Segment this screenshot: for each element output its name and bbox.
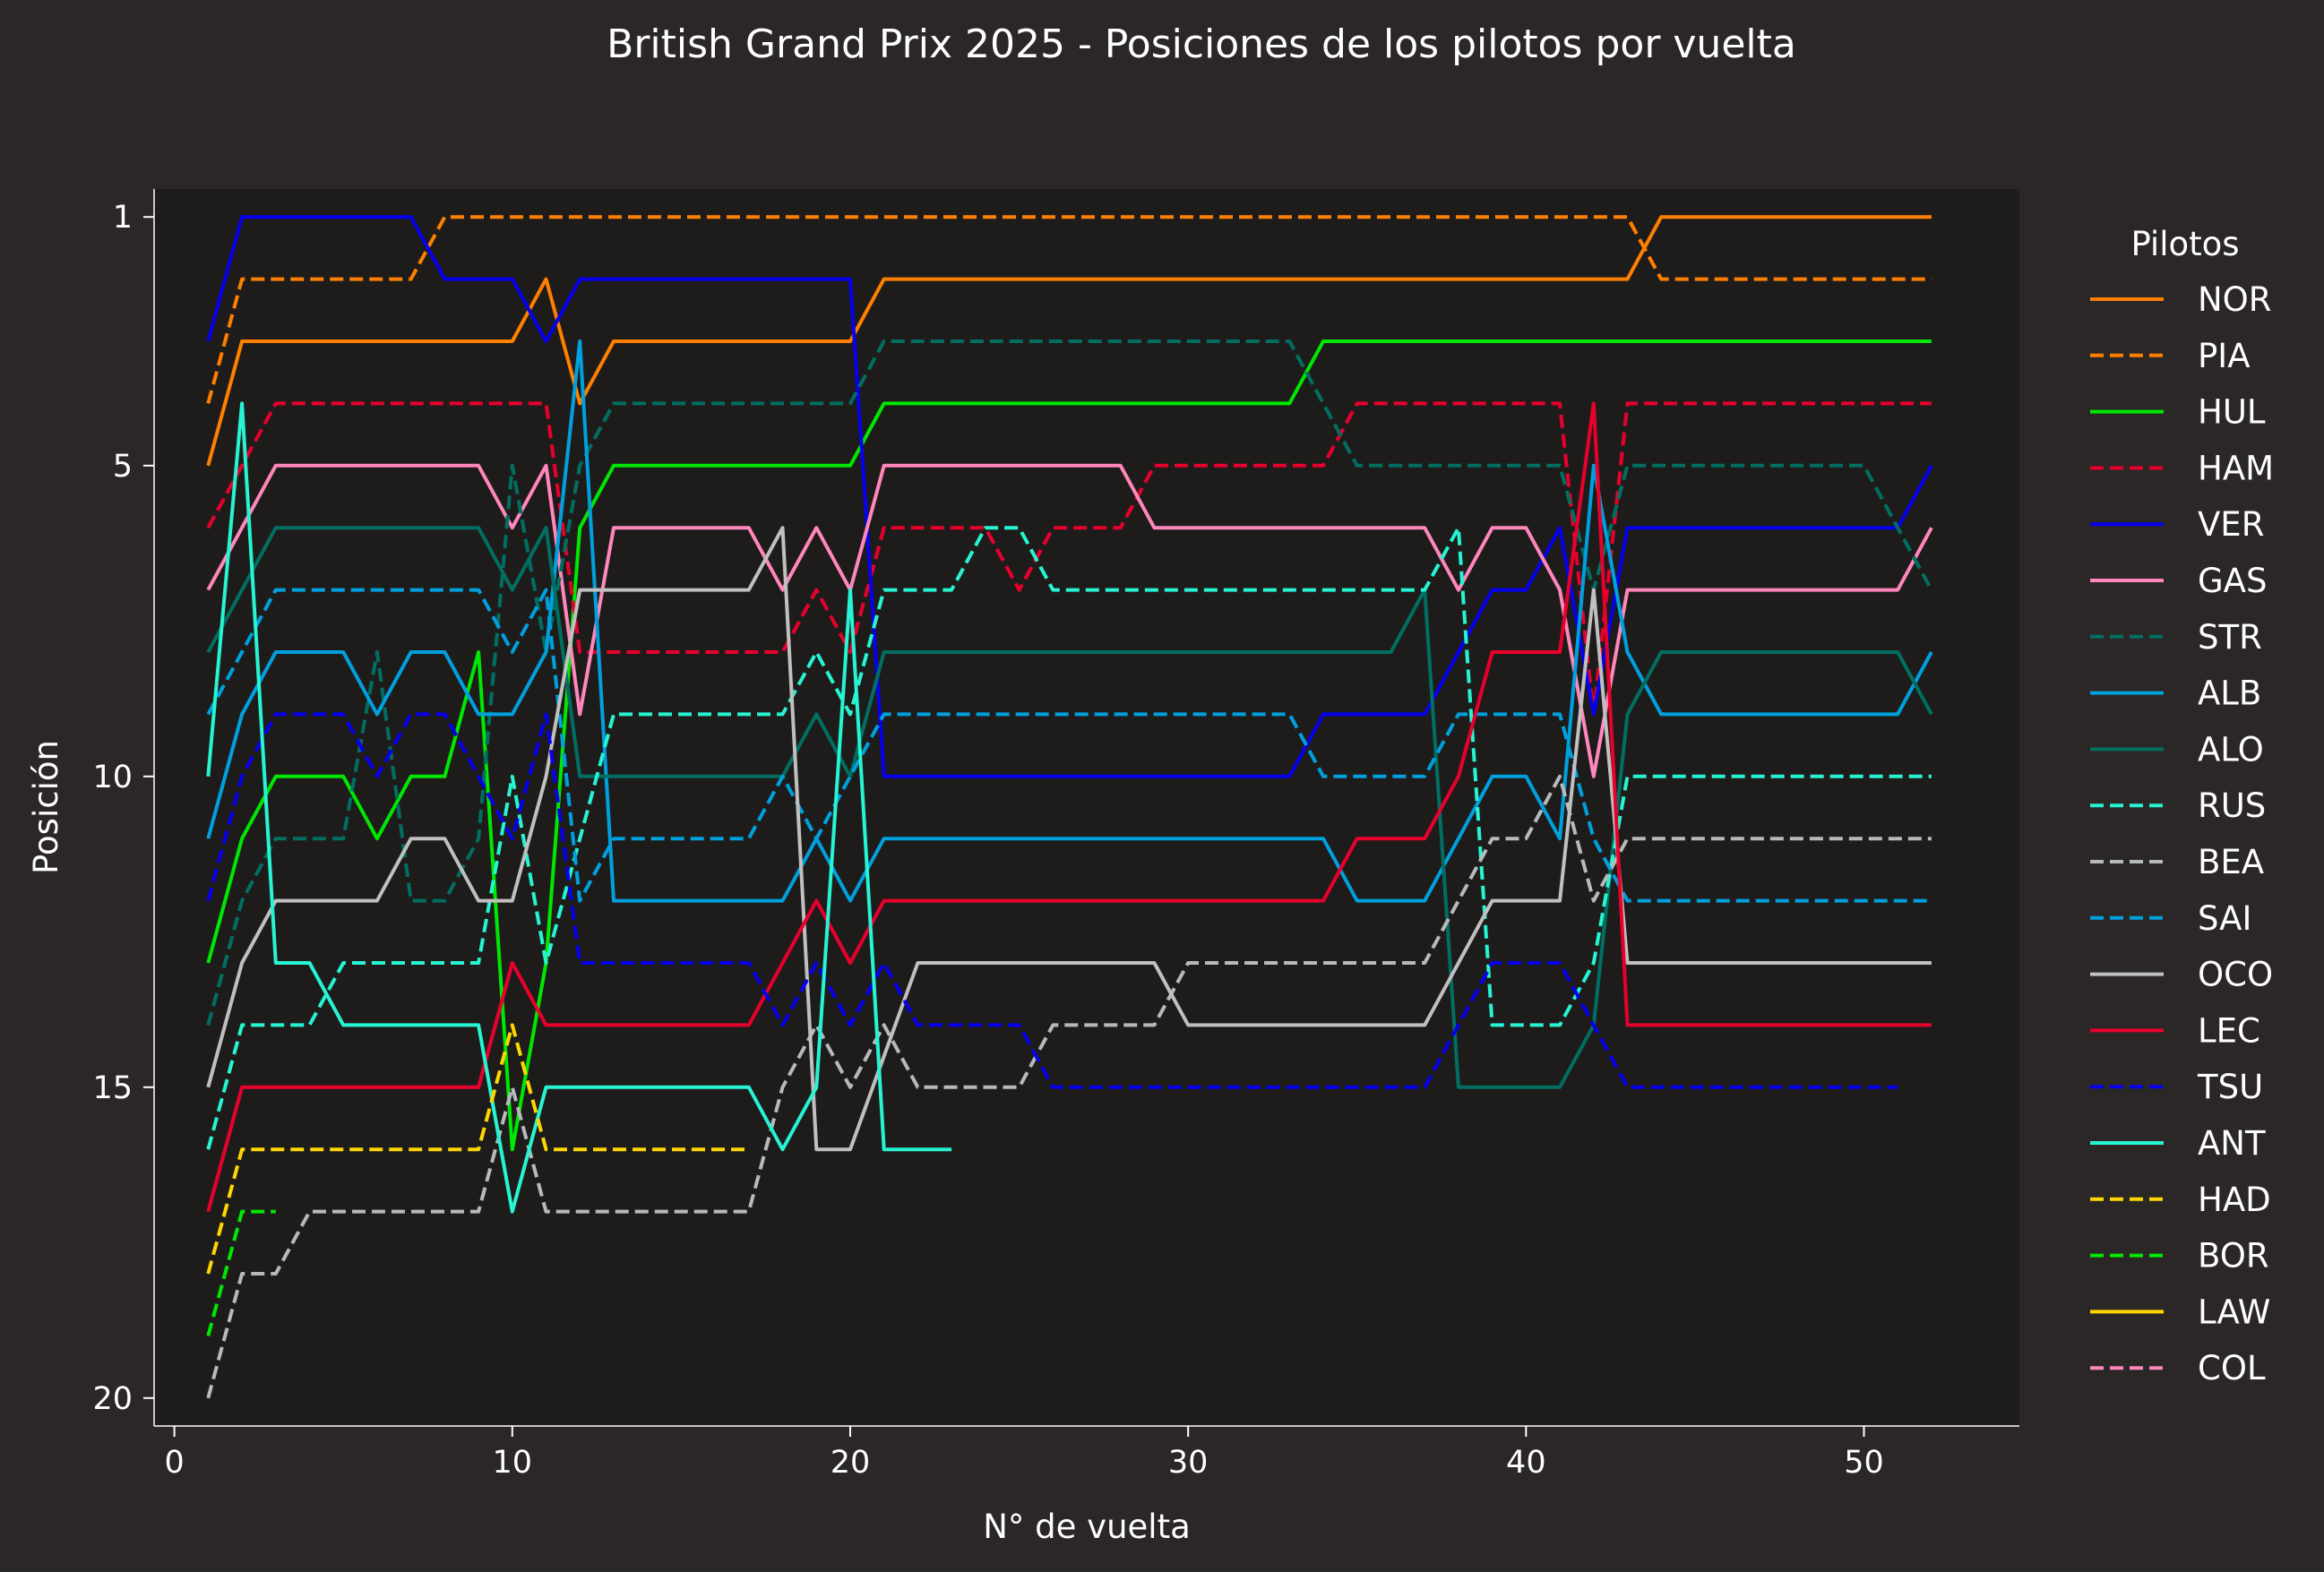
legend-label: OCO [2198,956,2273,994]
series-line-hul [206,339,1932,1152]
series-line-ant [206,401,952,1214]
legend-label: HAD [2198,1181,2271,1219]
series-line-lec [206,401,1932,1213]
chart-title: British Grand Prix 2025 - Posiciones de … [607,21,1796,67]
series-line-tsu [206,712,1898,1089]
legend-label: ALB [2198,674,2261,713]
series-line-bea [206,774,1932,1399]
legend-item-hul: HUL [2090,393,2266,432]
legend-item-alb: ALB [2090,674,2261,713]
legend-label: VER [2198,505,2264,544]
series-line-ver [206,215,1933,778]
series-line-bor [206,1209,276,1336]
series-line-nor [206,215,1932,467]
legend-label: PIA [2198,337,2251,375]
legend-item-had: HAD [2090,1181,2271,1219]
series-line-pia [206,215,1932,404]
y-tick-label: 10 [92,760,133,795]
y-axis-label: Posición [27,740,65,874]
legend-item-oco: OCO [2090,956,2273,994]
legend-label: HAM [2198,449,2274,487]
x-tick-label: 10 [493,1445,533,1481]
legend-label: LEC [2198,1011,2260,1050]
legend-label: BOR [2198,1237,2269,1276]
x-axis-label: N° de vuelta [983,1508,1191,1546]
series-line-gas [206,463,1933,778]
legend-label: ALO [2198,730,2264,769]
legend-item-ant: ANT [2090,1124,2266,1163]
plot-area [154,189,2019,1426]
y-tick-label: 5 [113,449,133,485]
legend-item-sai: SAI [2090,899,2251,938]
series-line-had [206,1023,749,1275]
legend-item-pia: PIA [2090,337,2251,375]
legend-item-str: STR [2090,618,2262,657]
series-lines [206,215,1933,1399]
series-line-ham [206,401,1932,717]
series-line-sai [206,588,1932,903]
series-line-str [206,339,1933,1026]
series-line-oco [206,526,1932,1152]
y-tick-label: 1 [113,200,133,236]
x-tick-label: 20 [831,1445,871,1481]
legend-label: STR [2198,618,2262,657]
legend-item-rus: RUS [2090,786,2266,825]
legend-label: SAI [2198,899,2251,938]
legend-item-bor: BOR [2090,1237,2269,1276]
legend-label: COL [2198,1349,2266,1387]
legend-item-ham: HAM [2090,449,2274,487]
x-tick-label: 0 [164,1445,184,1481]
legend-label: GAS [2198,562,2267,600]
legend-label: HUL [2198,393,2266,432]
legend-item-alo: ALO [2090,730,2264,769]
legend-label: LAW [2198,1293,2270,1331]
legend-item-nor: NOR [2090,280,2272,319]
legend-item-law: LAW [2090,1293,2270,1331]
legend-label: ANT [2198,1124,2266,1163]
legend-item-col: COL [2090,1349,2266,1387]
legend-label: TSU [2197,1068,2263,1106]
legend-item-lec: LEC [2090,1011,2260,1050]
legend-label: BEA [2198,843,2264,881]
y-tick-label: 15 [92,1070,133,1106]
legend: Pilotos NOR PIA HUL HAM VER GAS STR ALB ALO RUS BE… [2090,225,2274,1387]
legend-title: Pilotos [2130,225,2239,263]
legend-item-tsu: TSU [2090,1068,2263,1106]
y-tick-label: 20 [92,1381,133,1417]
x-tick-label: 50 [1844,1445,1884,1481]
series-line-rus [206,526,1932,1150]
legend-label: NOR [2198,280,2272,319]
x-tick-label: 40 [1506,1445,1546,1481]
series-line-alo [206,526,1933,1089]
legend-item-ver: VER [2090,505,2264,544]
legend-label: RUS [2198,786,2266,825]
legend-item-gas: GAS [2090,562,2267,600]
legend-item-bea: BEA [2090,843,2264,881]
x-tick-label: 30 [1168,1445,1209,1481]
